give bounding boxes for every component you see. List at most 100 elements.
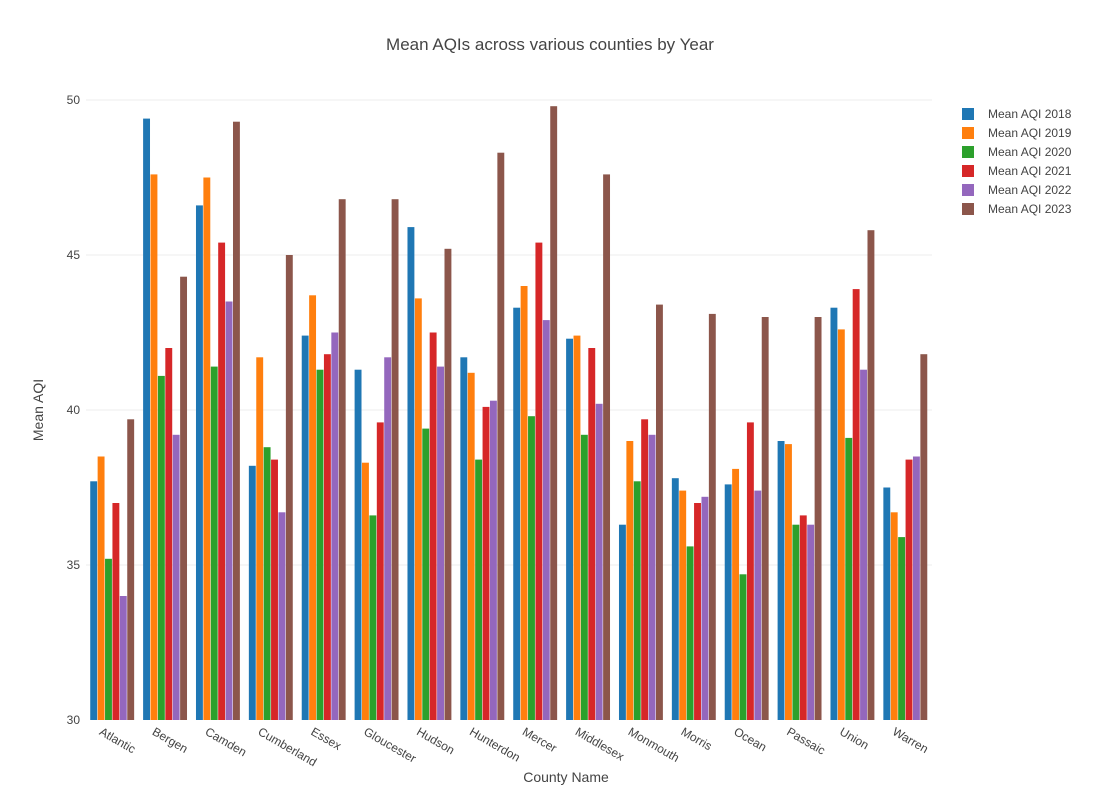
bar	[860, 369, 867, 720]
legend-label: Mean AQI 2023	[988, 202, 1072, 216]
bar	[603, 174, 611, 720]
bar	[701, 496, 709, 720]
bar	[573, 335, 581, 720]
bar	[172, 434, 180, 720]
x-tick-label: Gloucester	[361, 724, 418, 765]
bar	[150, 174, 158, 720]
bar	[542, 320, 550, 720]
x-tick-label: Middlesex	[573, 724, 627, 763]
bar	[618, 524, 626, 720]
bar	[119, 596, 127, 720]
legend-swatch	[962, 203, 974, 215]
bar	[528, 416, 535, 720]
bar	[157, 375, 165, 720]
bar	[708, 313, 716, 720]
bar	[724, 484, 732, 720]
bar	[105, 558, 112, 720]
bar	[671, 478, 679, 720]
bar	[799, 515, 807, 720]
legend-label: Mean AQI 2021	[988, 164, 1072, 178]
x-tick-label: Monmouth	[626, 724, 682, 764]
bar	[732, 468, 740, 720]
bar	[830, 307, 838, 720]
bar	[444, 248, 452, 721]
bar	[232, 121, 240, 720]
bar	[739, 574, 747, 720]
bar	[203, 177, 211, 720]
bar	[407, 227, 415, 720]
x-tick-label: Bergen	[150, 724, 191, 755]
bar	[785, 444, 792, 720]
y-tick-label: 30	[67, 713, 81, 727]
x-tick-label: Warren	[890, 724, 931, 756]
bars-layer	[90, 106, 928, 721]
y-tick-label: 50	[67, 93, 81, 107]
bar	[97, 456, 105, 720]
bar	[316, 369, 324, 720]
bar	[566, 338, 574, 720]
bar	[414, 298, 422, 720]
bar	[633, 481, 641, 720]
bar	[641, 419, 649, 720]
bar	[467, 372, 475, 720]
y-tick-label: 40	[67, 403, 81, 417]
bar	[746, 422, 754, 720]
x-tick-label: Hunterdon	[467, 724, 523, 764]
bar	[460, 357, 468, 720]
bar	[323, 354, 331, 720]
bar	[837, 329, 845, 720]
bar	[422, 428, 430, 720]
bar	[513, 307, 521, 720]
x-tick-label: Camden	[203, 724, 249, 759]
x-axis-title: County Name	[523, 769, 609, 785]
bar	[429, 332, 437, 720]
bar	[489, 400, 497, 720]
legend-swatch	[962, 108, 974, 120]
bar	[165, 348, 173, 720]
bar	[278, 512, 286, 720]
bar	[482, 406, 490, 720]
bar	[807, 524, 815, 720]
bar	[920, 354, 928, 720]
x-tick-label: Essex	[308, 724, 343, 752]
bar	[648, 434, 656, 720]
bar	[90, 481, 98, 720]
bar	[195, 205, 203, 720]
bar	[754, 490, 762, 720]
x-tick-label: Hudson	[414, 724, 457, 757]
bar	[777, 441, 785, 720]
bar	[354, 369, 362, 720]
bar	[550, 106, 558, 720]
legend-swatch	[962, 146, 974, 158]
bar	[309, 295, 317, 720]
bar	[497, 152, 505, 720]
y-tick-label: 35	[67, 558, 81, 572]
bar	[626, 441, 634, 720]
bar	[285, 255, 293, 720]
bar	[338, 199, 346, 720]
bar	[867, 230, 875, 720]
bar	[127, 419, 135, 720]
bar	[248, 465, 256, 720]
legend-swatch	[962, 127, 974, 139]
bar	[218, 242, 226, 720]
x-tick-label: Ocean	[731, 724, 769, 754]
x-tick-label: Passaic	[784, 724, 827, 757]
bar	[143, 118, 151, 721]
bar	[180, 276, 188, 720]
bar	[655, 304, 663, 720]
y-tick-labels: 30 35 40 45 50	[67, 93, 81, 727]
bar	[686, 546, 694, 720]
bar	[761, 317, 769, 720]
y-tick-label: 45	[67, 248, 81, 262]
x-tick-label: Union	[837, 724, 871, 752]
bar	[112, 503, 120, 720]
y-axis-title: Mean AQI	[30, 379, 46, 441]
bar	[263, 447, 271, 720]
bar	[595, 403, 603, 720]
bar	[890, 512, 898, 720]
legend-label: Mean AQI 2020	[988, 145, 1072, 159]
x-tick-label: Morris	[679, 724, 715, 753]
